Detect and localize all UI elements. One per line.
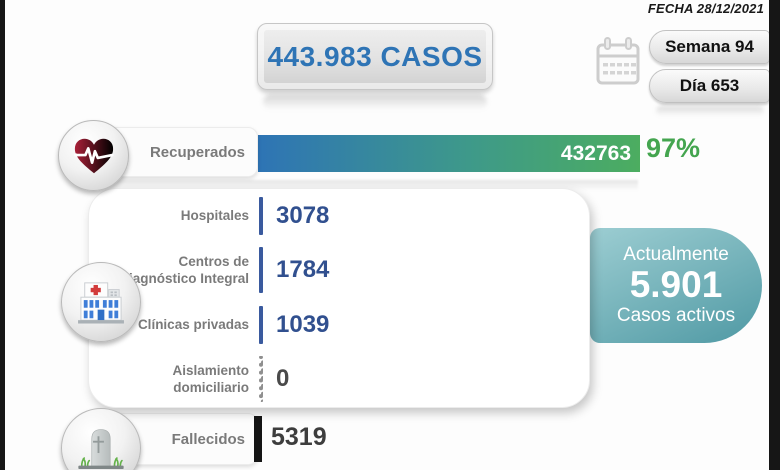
breakdown-row-clinicas: Clínicas privadas 1039 — [89, 298, 589, 352]
row-value: 1039 — [276, 310, 330, 338]
row-label: Clínicas privadas — [137, 316, 249, 332]
breakdown-row-cdi: Centros de Diagnóstico Integral 1784 — [89, 243, 589, 298]
row-divider — [259, 247, 263, 294]
active-cases-box: Actualmente 5.901 Casos activos — [590, 228, 762, 343]
day-label: Día 653 — [679, 76, 740, 95]
breakdown-row-aislamiento: Aislamiento domiciliario 0 — [89, 352, 589, 407]
calendar-icon — [596, 37, 640, 85]
recovered-percent: 97% — [646, 133, 701, 163]
active-cases-value: 5.901 — [629, 264, 723, 306]
deaths-value: 5319 — [271, 423, 327, 451]
recovered-label: Recuperados — [149, 143, 245, 161]
row-value: 3078 — [276, 201, 330, 229]
row-divider — [259, 305, 263, 344]
active-cases-line1: Actualmente — [623, 244, 729, 266]
recovered-bar: 432763 — [258, 135, 640, 172]
recovered-badge — [58, 120, 129, 191]
row-divider — [259, 196, 263, 235]
row-value: 1784 — [276, 256, 330, 284]
row-label: Hospitales — [180, 207, 249, 223]
breakdown-row-hospitales: Hospitales 3078 — [89, 189, 589, 243]
hospital-icon — [78, 282, 124, 324]
date-label: FECHA 28/12/2021 — [647, 1, 764, 16]
day-badge: Día 653 — [649, 69, 770, 103]
total-cases-value: 443.983 CASOS — [267, 40, 483, 72]
heart-ecg-icon — [73, 138, 114, 173]
left-black-border — [0, 0, 5, 470]
row-divider-dotted — [259, 356, 263, 403]
row-value: 0 — [276, 365, 290, 393]
right-black-border — [769, 0, 780, 470]
hospital-badge — [61, 262, 141, 342]
pill-reflection — [656, 106, 764, 116]
week-label: Semana 94 — [665, 37, 754, 56]
recovered-value: 432763 — [560, 141, 631, 165]
deaths-divider — [254, 416, 262, 462]
row-label: Centros de Diagnóstico Integral — [119, 253, 249, 287]
deaths-badge — [61, 408, 141, 470]
active-cases-line2: Casos activos — [616, 304, 736, 326]
tombstone-icon — [78, 429, 124, 469]
row-label: Aislamiento domiciliario — [172, 362, 249, 396]
breakdown-panel: Hospitales 3078 Centros de Diagnóstico I… — [88, 188, 590, 408]
deaths-label: Fallecidos — [171, 430, 245, 448]
week-badge: Semana 94 — [649, 30, 770, 64]
total-cases-box: 443.983 CASOS — [257, 23, 493, 90]
title-reflection — [263, 94, 487, 110]
recovered-row-reflection — [90, 180, 638, 191]
